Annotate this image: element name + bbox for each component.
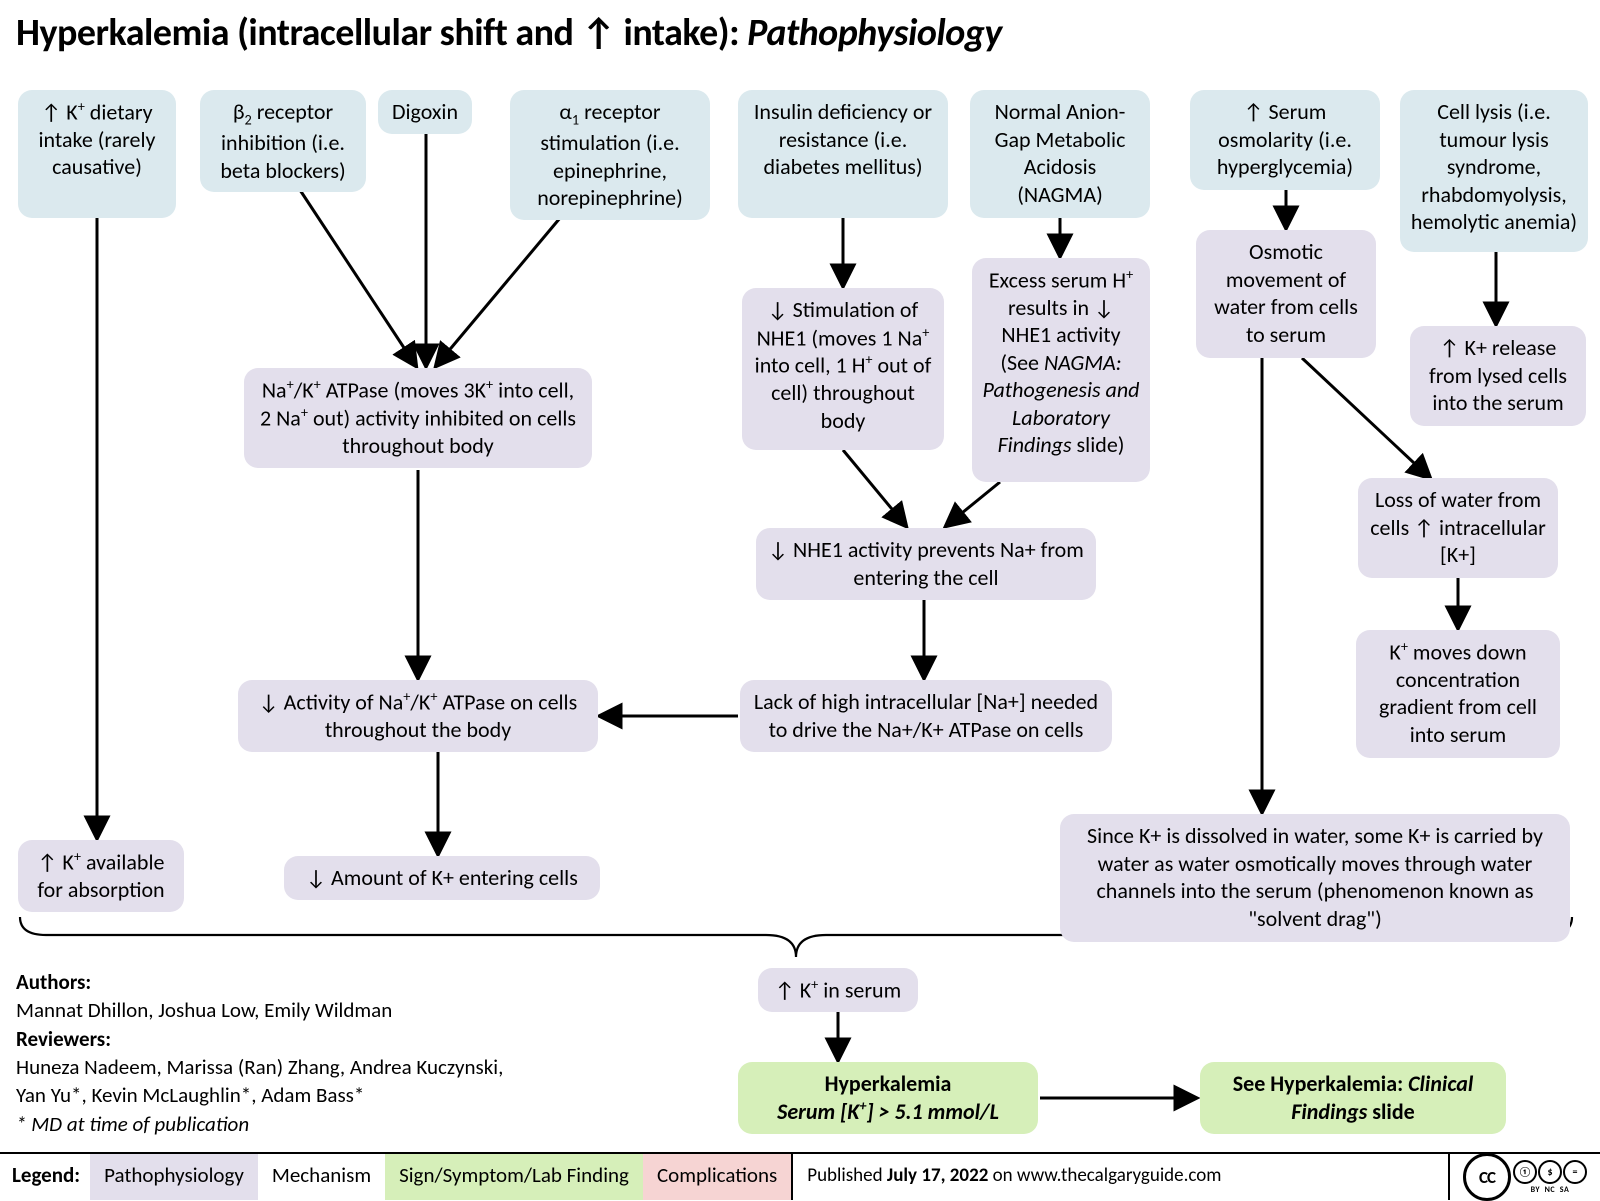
- node-n_nheprev: ↓ NHE1 activity prevents Na+ from enteri…: [756, 528, 1096, 600]
- edge-n_alpha-n_nak: [436, 218, 560, 366]
- node-n_diet: ↑ K+ dietary intake (rarely causative): [18, 90, 176, 218]
- node-n_beta: β2 receptor inhibition (i.e. beta blocke…: [200, 90, 366, 192]
- reviewers-label: Reviewers: [16, 1026, 105, 1052]
- legend-chip: Sign/Symptom/Lab Finding: [385, 1154, 643, 1200]
- cc-license-badge: CC ①$= BY NC SA: [1448, 1154, 1600, 1200]
- node-n_digoxin: Digoxin: [378, 90, 472, 134]
- node-n_loss: Loss of water from cells ↑ intracellular…: [1358, 478, 1558, 578]
- credits-block: Authors: Mannat Dhillon, Joshua Low, Emi…: [16, 968, 536, 1138]
- node-n_insulin: Insulin deficiency or resistance (i.e. d…: [738, 90, 948, 218]
- node-n_kavail: ↑ K+ available for absorption: [18, 840, 184, 912]
- legend-bar: Legend: PathophysiologyMechanismSign/Sym…: [0, 1152, 1600, 1200]
- node-n_kserum: ↑ K+ in serum: [758, 968, 918, 1012]
- authors-label: Authors: [16, 969, 85, 995]
- node-n_krel: ↑ K+ release from lysed cells into the s…: [1410, 326, 1586, 426]
- node-n_excess: Excess serum H+ results in ↓ NHE1 activi…: [972, 258, 1150, 482]
- publication-info: Published July 17, 2022 on www.thecalgar…: [791, 1154, 1448, 1200]
- node-n_hyper: HyperkalemiaSerum [K+] > 5.1 mmol/L: [738, 1062, 1038, 1134]
- legend-label: Legend:: [0, 1154, 90, 1200]
- authors-text: Mannat Dhillon, Joshua Low, Emily Wildma…: [16, 997, 392, 1023]
- legend-chip: Pathophysiology: [90, 1154, 258, 1200]
- node-n_alpha: α1 receptor stimulation (i.e. epinephrin…: [510, 90, 710, 220]
- reviewers-text: Huneza Nadeem, Marissa (Ran) Zhang, Andr…: [16, 1054, 503, 1108]
- node-n_kdown: K+ moves down concentration gradient fro…: [1356, 630, 1560, 758]
- node-n_lysis: Cell lysis (i.e. tumour lysis syndrome, …: [1400, 90, 1588, 252]
- node-n_drag: Since K+ is dissolved in water, some K+ …: [1060, 814, 1570, 942]
- node-n_nhe1: ↓ Stimulation of NHE1 (moves 1 Na+ into …: [742, 288, 944, 450]
- node-n_osm: ↑ Serum osmolarity (i.e. hyperglycemia): [1190, 90, 1380, 190]
- legend-chip: Mechanism: [258, 1154, 385, 1200]
- legend-chip: Complications: [643, 1154, 791, 1200]
- node-n_nagma: Normal Anion-Gap Metabolic Acidosis (NAG…: [970, 90, 1150, 218]
- node-n_nak: Na+/K+ ATPase (moves 3K+ into cell, 2 Na…: [244, 368, 592, 468]
- node-n_kenter: ↓ Amount of K+ entering cells: [284, 856, 600, 900]
- md-note: * MD at time of publication: [16, 1111, 249, 1137]
- node-n_clin: See Hyperkalemia: Clinical Findings slid…: [1200, 1062, 1506, 1134]
- node-n_osmmove: Osmotic movement of water from cells to …: [1196, 230, 1376, 358]
- edge-n_beta-n_nak: [300, 190, 416, 366]
- page-title: Hyperkalemia (intracellular shift and ↑ …: [16, 10, 1002, 56]
- edge-n_nhe1-n_nheprev: [843, 450, 906, 526]
- node-n_lack: Lack of high intracellular [Na+] needed …: [740, 680, 1112, 752]
- diagram-canvas: Hyperkalemia (intracellular shift and ↑ …: [0, 0, 1600, 1200]
- edge-n_excess-n_nheprev: [946, 482, 1000, 526]
- node-n_actnak: ↓ Activity of Na+/K+ ATPase on cells thr…: [238, 680, 598, 752]
